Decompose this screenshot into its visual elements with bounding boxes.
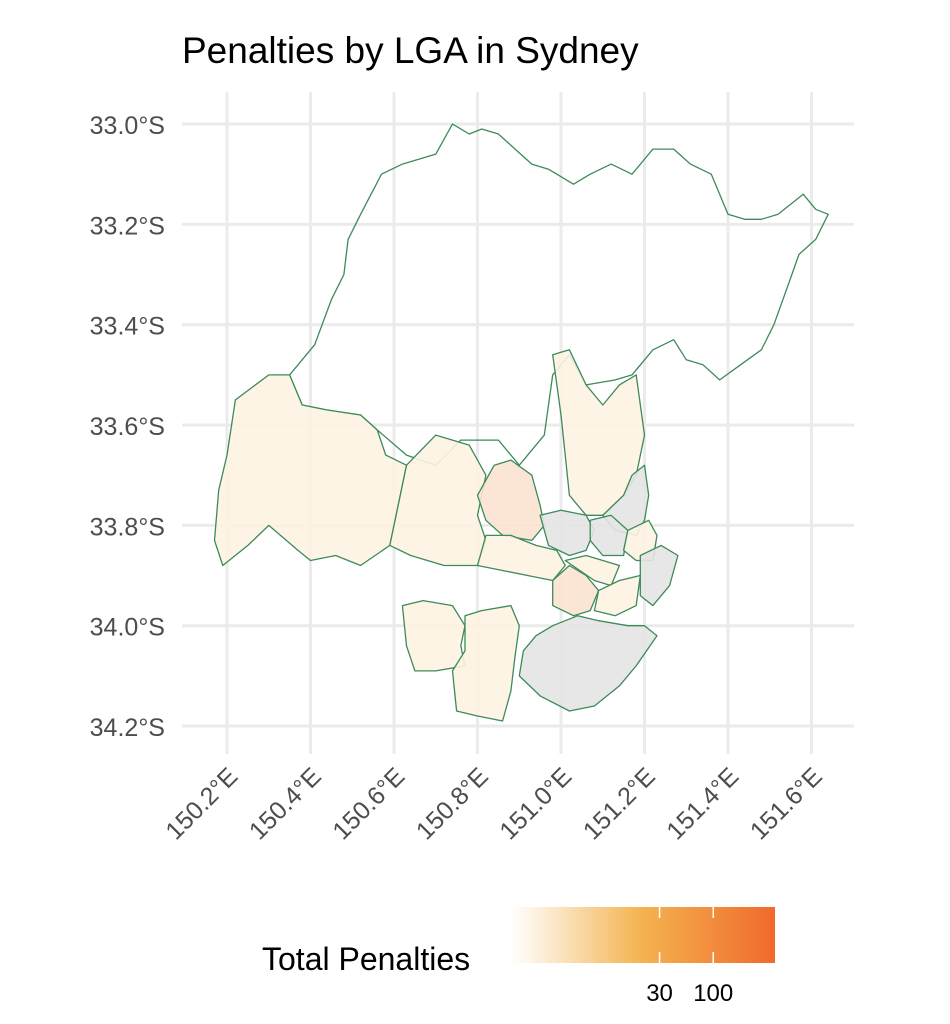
x-tick-labels: 150.2°E 150.4°E 150.6°E 150.8°E 151.0°E 151.2… — [160, 762, 827, 845]
x-tick-label: 150.4°E — [244, 762, 327, 845]
lga-region — [213, 374, 408, 567]
lga-region — [288, 123, 829, 466]
y-tick-label: 33.0°S — [90, 112, 165, 140]
y-tick-label: 34.0°S — [90, 614, 165, 642]
lga-region — [401, 599, 466, 672]
y-tick-label: 34.2°S — [90, 714, 165, 742]
x-tick-label: 150.6°E — [327, 762, 410, 845]
y-tick-label: 33.8°S — [90, 513, 165, 541]
legend-tick-label: 100 — [693, 980, 733, 1007]
legend-title: Total Penalties — [262, 941, 470, 977]
lga-region — [518, 615, 658, 712]
chart-title: Penalties by LGA in Sydney — [182, 30, 639, 71]
lga-region — [552, 564, 600, 617]
legend-ticks: 30 100 — [646, 907, 733, 1007]
x-tick-label: 151.0°E — [494, 762, 577, 845]
lga-region — [589, 514, 629, 557]
legend: Total Penalties 30 100 — [262, 907, 775, 1007]
lga-region — [639, 544, 679, 607]
x-tick-label: 151.4°E — [661, 762, 744, 845]
lga-region — [593, 574, 641, 617]
lga-regions — [213, 123, 829, 722]
legend-colorbar — [508, 907, 775, 963]
lga-region — [564, 554, 621, 587]
x-tick-label: 150.2°E — [160, 762, 243, 845]
legend-tick-label: 30 — [646, 980, 673, 1007]
x-tick-label: 151.2°E — [578, 762, 661, 845]
y-tick-label: 33.6°S — [90, 413, 165, 441]
lga-region — [476, 534, 566, 582]
y-tick-label: 33.4°S — [90, 313, 165, 341]
y-tick-labels: 33.0°S 33.2°S 33.4°S 33.6°S 33.8°S 34.0°S 34.2… — [90, 112, 165, 742]
y-tick-label: 33.2°S — [90, 212, 165, 240]
x-tick-label: 150.8°E — [411, 762, 494, 845]
x-tick-label: 151.6°E — [745, 762, 828, 845]
lga-region — [451, 604, 520, 722]
